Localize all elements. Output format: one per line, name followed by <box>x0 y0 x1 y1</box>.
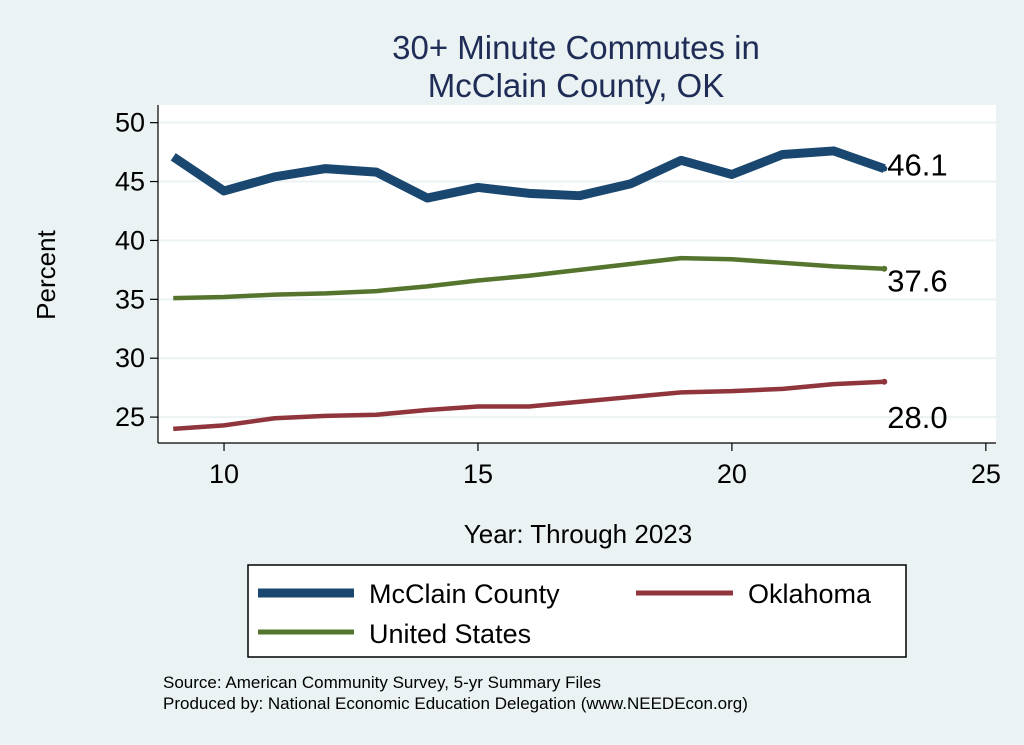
end-labels: 46.1 37.6 28.0 <box>887 148 947 435</box>
y-tick-label: 50 <box>115 108 145 138</box>
legend: McClain County Oklahoma United States <box>247 564 907 658</box>
y-tick-label: 35 <box>115 284 145 314</box>
x-tick-label: 20 <box>717 459 747 489</box>
x-tick-label: 25 <box>971 459 1001 489</box>
legend-box <box>247 564 907 658</box>
chart-title-line-2: McClain County, OK <box>428 67 724 104</box>
y-axis-label: Percent <box>31 229 61 319</box>
axes: 25 30 35 40 45 50 10 15 20 25 <box>115 105 1001 489</box>
series-line-oklahoma <box>173 379 885 432</box>
y-tick-label: 45 <box>115 167 145 197</box>
series-end-point-mcclain-county <box>881 165 888 172</box>
series-end-point-united-states <box>881 265 888 272</box>
series-layer <box>170 146 888 432</box>
end-value-label-mcclain-county: 46.1 <box>887 148 947 183</box>
series-end-point-oklahoma <box>881 378 888 385</box>
chart-title-line-1: 30+ Minute Commutes in <box>392 29 760 66</box>
end-value-label-united-states: 37.6 <box>887 264 947 299</box>
y-tick-label: 40 <box>115 225 145 255</box>
x-tick-label: 15 <box>463 459 493 489</box>
source-line-1: Source: American Community Survey, 5-yr … <box>163 673 601 692</box>
source-line-2: Produced by: National Economic Education… <box>163 694 748 713</box>
legend-label-oklahoma: Oklahoma <box>748 579 872 609</box>
x-axis-label: Year: Through 2023 <box>464 519 692 549</box>
series-line-mcclain-county <box>170 146 886 203</box>
legend-label-mcclain: McClain County <box>369 579 560 609</box>
y-tick-label: 25 <box>115 402 145 432</box>
end-value-label-oklahoma: 28.0 <box>887 400 947 435</box>
series-line-united-states <box>173 255 885 301</box>
legend-label-united-states: United States <box>369 619 531 649</box>
x-tick-label: 10 <box>209 459 239 489</box>
plot-area <box>158 105 996 443</box>
y-tick-label: 30 <box>115 343 145 373</box>
